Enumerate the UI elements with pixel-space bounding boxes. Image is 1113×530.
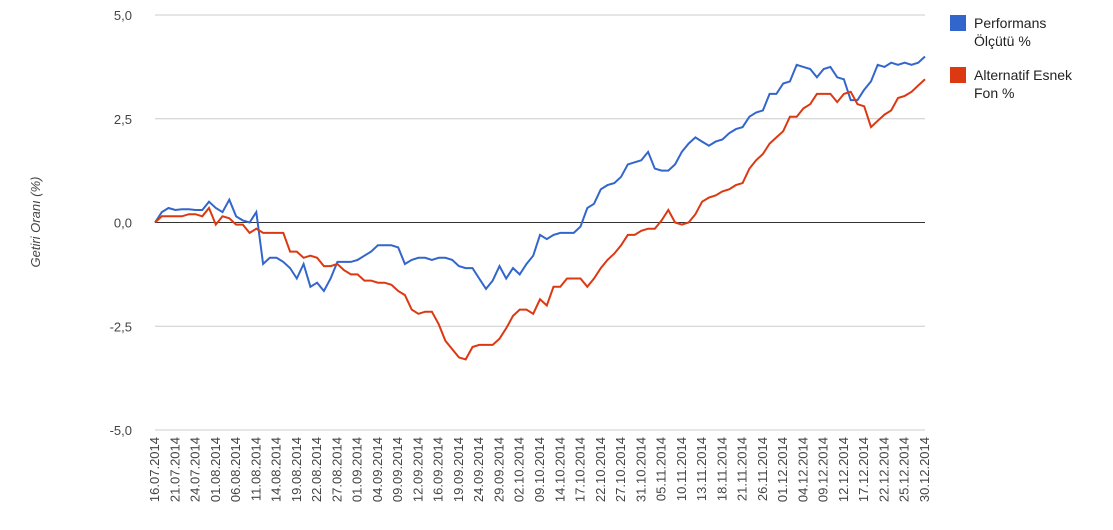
x-tick-label: 13.11.2014 — [694, 437, 709, 501]
y-tick-label: 0,0 — [114, 216, 132, 231]
y-tick-label: -5,0 — [110, 423, 132, 438]
x-tick-label: 02.10.2014 — [512, 437, 527, 502]
x-tick-label: 21.07.2014 — [167, 437, 182, 502]
y-tick-label: -2,5 — [110, 319, 132, 334]
legend-label: Performans Ölçütü % — [974, 15, 1047, 49]
x-tick-label: 19.08.2014 — [289, 437, 304, 502]
x-tick-label: 04.12.2014 — [795, 437, 810, 502]
legend-swatch — [950, 15, 966, 31]
x-tick-label: 25.12.2014 — [897, 437, 912, 502]
x-tick-label: 31.10.2014 — [633, 437, 648, 502]
x-tick-label: 01.08.2014 — [208, 437, 223, 502]
x-tick-label: 06.08.2014 — [228, 437, 243, 502]
x-tick-label: 24.07.2014 — [188, 437, 203, 502]
x-tick-label: 04.09.2014 — [370, 437, 385, 502]
x-tick-label: 17.10.2014 — [573, 437, 588, 502]
x-tick-label: 05.11.2014 — [654, 437, 669, 501]
x-tick-label: 30.12.2014 — [917, 437, 932, 502]
series-line — [154, 55, 926, 293]
x-tick-label: 14.08.2014 — [269, 437, 284, 502]
x-tick-label: 16.07.2014 — [147, 437, 162, 502]
legend-item: Alternatif Esnek Fon % — [950, 66, 1100, 102]
x-tick-label: 12.12.2014 — [836, 437, 851, 502]
y-tick-label: 5,0 — [114, 8, 132, 23]
x-tick-label: 10.11.2014 — [674, 437, 689, 501]
x-tick-label: 24.09.2014 — [471, 437, 486, 502]
x-tick-label: 09.10.2014 — [532, 437, 547, 502]
x-tick-label: 22.10.2014 — [593, 437, 608, 502]
x-tick-label: 27.10.2014 — [613, 437, 628, 502]
x-tick-label: 14.10.2014 — [552, 437, 567, 502]
x-tick-label: 21.11.2014 — [735, 437, 750, 501]
x-tick-label: 12.09.2014 — [410, 437, 425, 502]
x-tick-label: 19.09.2014 — [451, 437, 466, 502]
series-line — [154, 78, 926, 361]
legend-label: Alternatif Esnek Fon % — [974, 67, 1073, 101]
x-tick-label: 22.12.2014 — [876, 437, 891, 502]
x-tick-label: 01.12.2014 — [775, 437, 790, 502]
x-tick-label: 22.08.2014 — [309, 437, 324, 502]
y-axis-title: Getiri Oranı (%) — [28, 176, 43, 267]
legend-swatch — [950, 67, 966, 83]
x-tick-label: 29.09.2014 — [491, 437, 506, 502]
x-tick-label: 01.09.2014 — [350, 437, 365, 502]
x-tick-label: 11.08.2014 — [248, 437, 263, 501]
x-tick-label: 26.11.2014 — [755, 437, 770, 501]
x-tick-label: 09.12.2014 — [816, 437, 831, 502]
x-tick-label: 17.12.2014 — [856, 437, 871, 502]
y-tick-label: 2,5 — [114, 112, 132, 127]
x-tick-label: 09.09.2014 — [390, 437, 405, 502]
x-tick-label: 27.08.2014 — [329, 437, 344, 502]
x-tick-label: 16.09.2014 — [431, 437, 446, 502]
x-tick-label: 18.11.2014 — [714, 437, 729, 501]
legend-item: Performans Ölçütü % — [950, 14, 1100, 50]
